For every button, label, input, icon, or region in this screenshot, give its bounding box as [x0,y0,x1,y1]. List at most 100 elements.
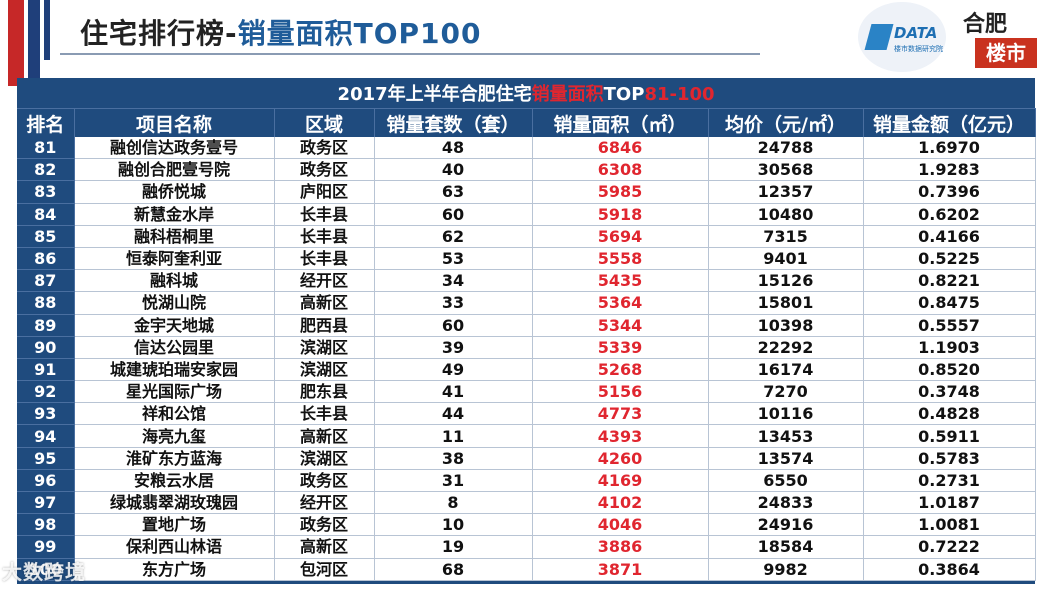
cell-area: 4169 [532,469,709,493]
cell-area: 5339 [532,336,709,359]
column-header-units: 销量套数（套） [374,108,533,137]
cell-price: 15801 [708,291,864,315]
cell-units: 19 [374,535,533,559]
table-row: 88 悦湖山院 高新区 33 5364 15801 0.8475 [17,291,1036,315]
table-row: 99 保利西山林语 高新区 19 3886 18584 0.7222 [17,535,1036,559]
kdata-logo-icon [864,24,894,50]
cell-price: 13574 [708,447,864,470]
cell-units: 49 [374,358,533,382]
cell-units: 39 [374,336,533,359]
cell-rank: 89 [17,314,75,337]
cell-price: 10116 [708,402,864,426]
page-title: 住宅排行榜-销量面积TOP100 [80,12,482,52]
cell-project-name: 祥和公馆 [74,402,275,426]
cell-project-name: 融科梧桐里 [74,225,275,248]
cell-units: 10 [374,513,533,537]
cell-units: 33 [374,291,533,315]
cell-amount: 1.0187 [863,491,1036,515]
cell-project-name: 保利西山林语 [74,535,275,559]
table-row: 90 信达公园里 滨湖区 39 5339 22292 1.1903 [17,336,1036,359]
table-body: 81 融创信达政务壹号 政务区 48 6846 24788 1.6970 82 融创合肥壹号院政… [17,137,1036,581]
cell-rank: 87 [17,269,75,293]
cell-area: 5268 [532,358,709,382]
column-header-area: 销量面积（㎡） [532,108,709,137]
cell-district: 政务区 [274,513,375,537]
cell-project-name: 融创合肥壹号院 [74,158,275,182]
cell-area: 4260 [532,447,709,470]
table-row: 83 融侨悦城 庐阳区 63 5985 12357 0.7396 [17,180,1036,204]
cell-area: 6846 [532,137,709,160]
kdata-logo: DATA 楼市数据研究院 [858,2,946,72]
cell-rank: 99 [17,535,75,559]
kdata-logo-subtext: 楼市数据研究院 [894,45,943,53]
cell-amount: 0.2731 [863,469,1036,493]
cell-price: 18584 [708,535,864,559]
cell-units: 34 [374,269,533,293]
cell-area: 5344 [532,314,709,337]
cell-project-name: 城建琥珀瑞安家园 [74,358,275,382]
cell-project-name: 海亮九玺 [74,424,275,448]
kdata-logo-text: DATA [894,24,938,42]
cell-amount: 0.7396 [863,180,1036,204]
cell-price: 10480 [708,203,864,226]
table-row: 84 新慧金水岸 长丰县 60 5918 10480 0.6202 [17,203,1036,226]
cell-district: 高新区 [274,291,375,315]
cell-price: 24833 [708,491,864,515]
cell-amount: 0.4828 [863,402,1036,426]
cell-price: 6550 [708,469,864,493]
cell-amount: 1.6970 [863,137,1036,160]
cell-amount: 0.6202 [863,203,1036,226]
cell-district: 高新区 [274,424,375,448]
hefei-loushi-logo: 合肥 楼市 [955,2,1047,72]
cell-units: 63 [374,180,533,204]
cell-district: 经开区 [274,491,375,515]
cell-amount: 0.7222 [863,535,1036,559]
cell-rank: 91 [17,358,75,382]
cell-units: 44 [374,402,533,426]
cell-units: 48 [374,137,533,160]
cell-area: 3886 [532,535,709,559]
column-header-amount: 销量金额（亿元） [863,108,1036,137]
table-caption-row: 2017年上半年合肥住宅销量面积TOP81-100 [17,78,1036,109]
column-header-rank: 排名 [17,108,75,137]
cell-area: 4102 [532,491,709,515]
column-header-district: 区域 [274,108,375,137]
cell-rank: 94 [17,424,75,448]
cell-district: 政务区 [274,469,375,493]
cell-area: 4773 [532,402,709,426]
cell-district: 长丰县 [274,247,375,271]
column-header-price: 均价（元/㎡） [708,108,864,137]
cell-price: 7315 [708,225,864,248]
cell-price: 10398 [708,314,864,337]
cell-units: 53 [374,247,533,271]
cell-rank: 93 [17,402,75,426]
cell-area: 5364 [532,291,709,315]
cell-units: 40 [374,158,533,182]
cell-price: 7270 [708,380,864,404]
cell-project-name: 星光国际广场 [74,380,275,404]
hefei-logo-top: 合肥 [963,11,1008,37]
cell-amount: 0.5911 [863,424,1036,448]
cell-district: 包河区 [274,558,375,581]
table-row: 81 融创信达政务壹号 政务区 48 6846 24788 1.6970 [17,137,1036,160]
cell-area: 5985 [532,180,709,204]
cell-district: 滨湖区 [274,358,375,382]
cell-amount: 0.3864 [863,558,1036,581]
cell-price: 30568 [708,158,864,182]
cell-area: 3871 [532,558,709,581]
cell-district: 滨湖区 [274,336,375,359]
cell-rank: 85 [17,225,75,248]
cell-rank: 88 [17,291,75,315]
cell-district: 庐阳区 [274,180,375,204]
cell-units: 38 [374,447,533,470]
decor-blue-stripe-thin [44,0,50,60]
cell-price: 22292 [708,336,864,359]
cell-project-name: 融科城 [74,269,275,293]
decor-red-stripe [8,0,24,86]
table-row: 89 金宇天地城 肥西县 60 5344 10398 0.5557 [17,314,1036,337]
cell-price: 24788 [708,137,864,160]
cell-amount: 0.5557 [863,314,1036,337]
cell-area: 4046 [532,513,709,537]
cell-price: 12357 [708,180,864,204]
page-title-part1: 住宅排行榜- [80,17,238,50]
